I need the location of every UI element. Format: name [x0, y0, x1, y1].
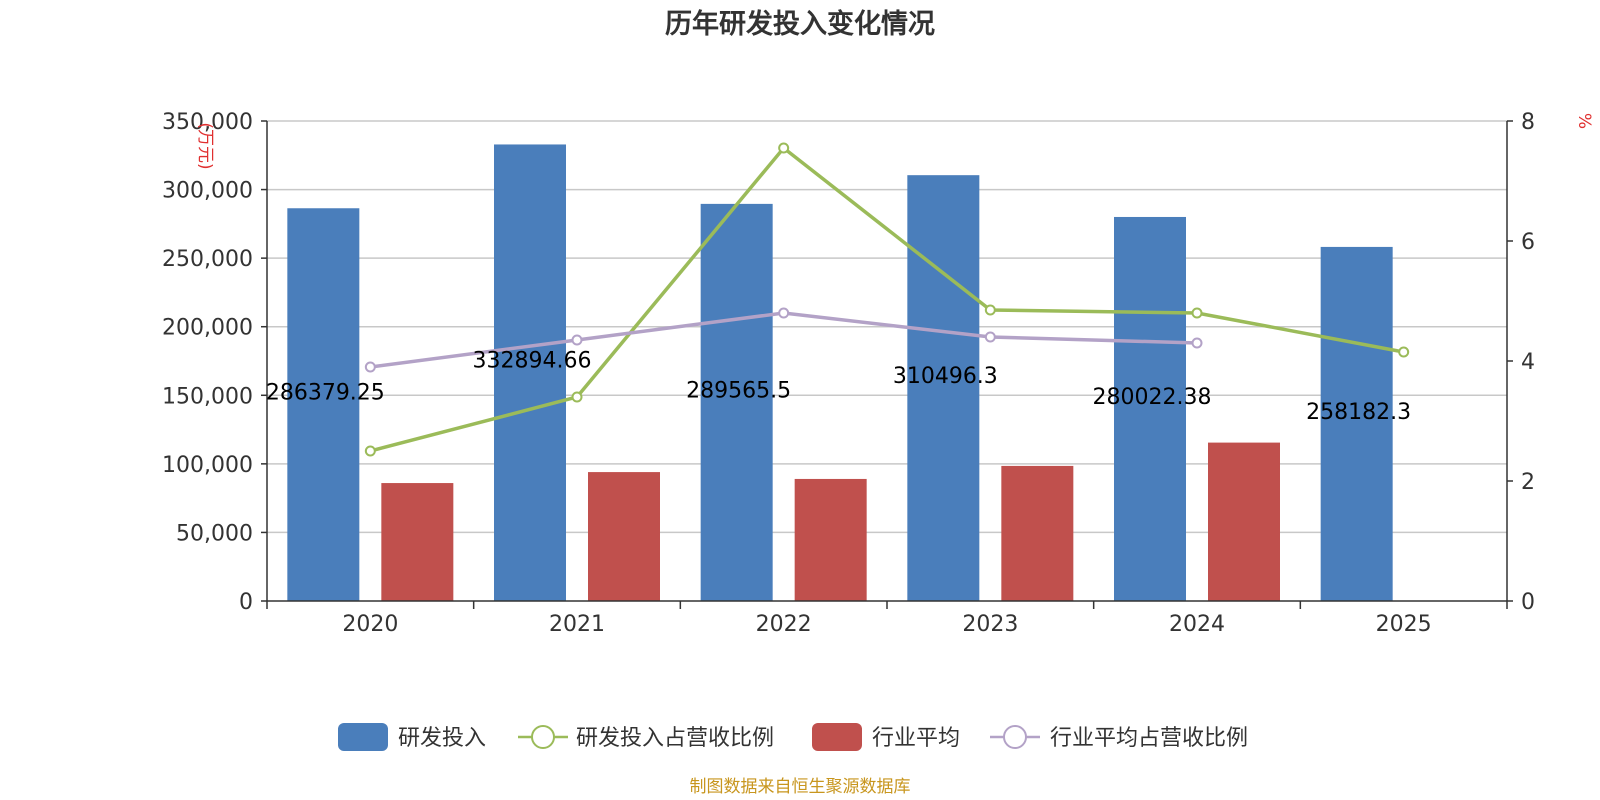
legend-swatch-marker [1003, 725, 1027, 749]
bar-rd-investment [1320, 246, 1393, 601]
bars [287, 144, 1393, 602]
point-rd-ratio [778, 142, 790, 154]
point-rd-ratio [1398, 346, 1410, 358]
grid [267, 120, 1507, 534]
right-axis-tick-label: 6 [1521, 230, 1535, 255]
point-industry-ratio [984, 331, 996, 343]
point-industry-ratio [364, 361, 376, 373]
data-labels: 286379.25 332894.66 289565.5 310496.3 280022… [266, 349, 1411, 425]
x-axis-tick-label: 2023 [962, 612, 1018, 637]
chart-title: 历年研发投入变化情况 [665, 8, 935, 40]
left-axis-tick-label: 0 [239, 590, 253, 615]
left-axis-tick-label: 100,000 [162, 453, 253, 478]
legend-label: 研发投入占营收比例 [576, 726, 774, 751]
point-rd-ratio [364, 445, 376, 457]
x-axis-tick-label: 2024 [1169, 612, 1225, 637]
bar-industry-average [588, 472, 660, 601]
right-axis-unit: % [1574, 113, 1594, 129]
data-label: 280022.38 [1093, 385, 1212, 410]
bar-industry-average [1208, 442, 1280, 601]
legend-swatch-bar [338, 723, 388, 751]
point-rd-ratio [1191, 307, 1203, 319]
left-axis-tick-label: 300,000 [162, 179, 253, 204]
axes: 0 50,000 100,000 150,000 200,000 250,000 300,0… [162, 110, 1535, 637]
bar-industry-average [1001, 465, 1074, 601]
bar-rd-investment [287, 208, 360, 601]
point-rd-ratio [984, 304, 996, 316]
data-label: 332894.66 [473, 349, 592, 374]
x-axis-tick-label: 2021 [549, 612, 605, 637]
series-line-rd-ratio [369, 145, 1404, 453]
point-rd-ratio [571, 391, 583, 403]
data-label: 258182.3 [1306, 400, 1411, 425]
data-label: 310496.3 [893, 364, 998, 389]
right-axis-tick-label: 8 [1521, 110, 1535, 135]
legend: 研发投入 研发投入占营收比例 行业平均 行业平均占营收比例 [338, 723, 1248, 751]
legend-label: 行业平均 [872, 726, 960, 751]
left-axis-tick-label: 150,000 [162, 384, 253, 409]
point-industry-ratio [778, 307, 790, 319]
bar-industry-average [794, 478, 867, 601]
legend-label: 行业平均占营收比例 [1050, 726, 1248, 751]
left-axis-tick-label: 350,000 [162, 110, 253, 135]
legend-label: 研发投入 [398, 726, 486, 751]
point-industry-ratio [1191, 337, 1203, 349]
bar-rd-investment [700, 203, 773, 602]
x-axis-tick-label: 2020 [342, 612, 398, 637]
bar-rd-investment [494, 144, 566, 602]
left-axis-tick-label: 250,000 [162, 247, 253, 272]
x-axis-tick-label: 2022 [756, 612, 812, 637]
right-axis-tick-label: 4 [1521, 350, 1535, 375]
right-axis-tick-label: 0 [1521, 590, 1535, 615]
point-industry-ratio [571, 334, 583, 346]
right-axis-tick-label: 2 [1521, 470, 1535, 495]
lines [364, 142, 1410, 457]
left-axis-unit: (万元) [195, 122, 215, 169]
bar-industry-average [381, 483, 454, 601]
legend-swatch-bar [812, 723, 862, 751]
left-axis-tick-label: 200,000 [162, 316, 253, 341]
bar-rd-investment [1114, 216, 1186, 602]
bar-rd-investment [907, 175, 980, 601]
legend-swatch-marker [531, 725, 555, 749]
source-note: 制图数据来自恒生聚源数据库 [690, 777, 911, 797]
x-axis-tick-label: 2025 [1376, 612, 1432, 637]
data-label: 289565.5 [686, 378, 791, 403]
left-axis-tick-label: 50,000 [176, 521, 253, 546]
data-label: 286379.25 [266, 381, 385, 406]
